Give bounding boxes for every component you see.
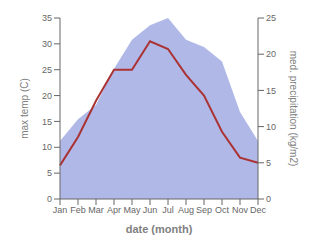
svg-text:Aug: Aug bbox=[178, 205, 194, 215]
svg-text:0: 0 bbox=[266, 194, 271, 204]
svg-text:0: 0 bbox=[47, 194, 52, 204]
svg-text:date (month): date (month) bbox=[126, 223, 193, 235]
svg-text:25: 25 bbox=[42, 65, 52, 75]
svg-text:10: 10 bbox=[42, 142, 52, 152]
svg-text:20: 20 bbox=[266, 49, 276, 59]
svg-text:5: 5 bbox=[47, 168, 52, 178]
svg-text:20: 20 bbox=[42, 91, 52, 101]
svg-text:Nov: Nov bbox=[232, 205, 249, 215]
svg-text:Oct: Oct bbox=[215, 205, 230, 215]
svg-text:med. precipitation (kg/m2): med. precipitation (kg/m2) bbox=[288, 51, 299, 167]
svg-text:35: 35 bbox=[42, 13, 52, 23]
svg-text:max temp (C): max temp (C) bbox=[19, 78, 30, 139]
svg-text:15: 15 bbox=[266, 86, 276, 96]
svg-text:30: 30 bbox=[42, 39, 52, 49]
svg-text:Sep: Sep bbox=[196, 205, 212, 215]
svg-text:10: 10 bbox=[266, 122, 276, 132]
svg-text:Dec: Dec bbox=[250, 205, 267, 215]
svg-text:Apr: Apr bbox=[107, 205, 121, 215]
svg-text:15: 15 bbox=[42, 117, 52, 127]
svg-text:Mar: Mar bbox=[88, 205, 104, 215]
svg-text:5: 5 bbox=[266, 158, 271, 168]
svg-text:25: 25 bbox=[266, 13, 276, 23]
svg-text:Feb: Feb bbox=[70, 205, 86, 215]
svg-text:Jan: Jan bbox=[53, 205, 68, 215]
svg-text:Jun: Jun bbox=[143, 205, 158, 215]
svg-text:May: May bbox=[123, 205, 141, 215]
svg-text:Jul: Jul bbox=[162, 205, 174, 215]
